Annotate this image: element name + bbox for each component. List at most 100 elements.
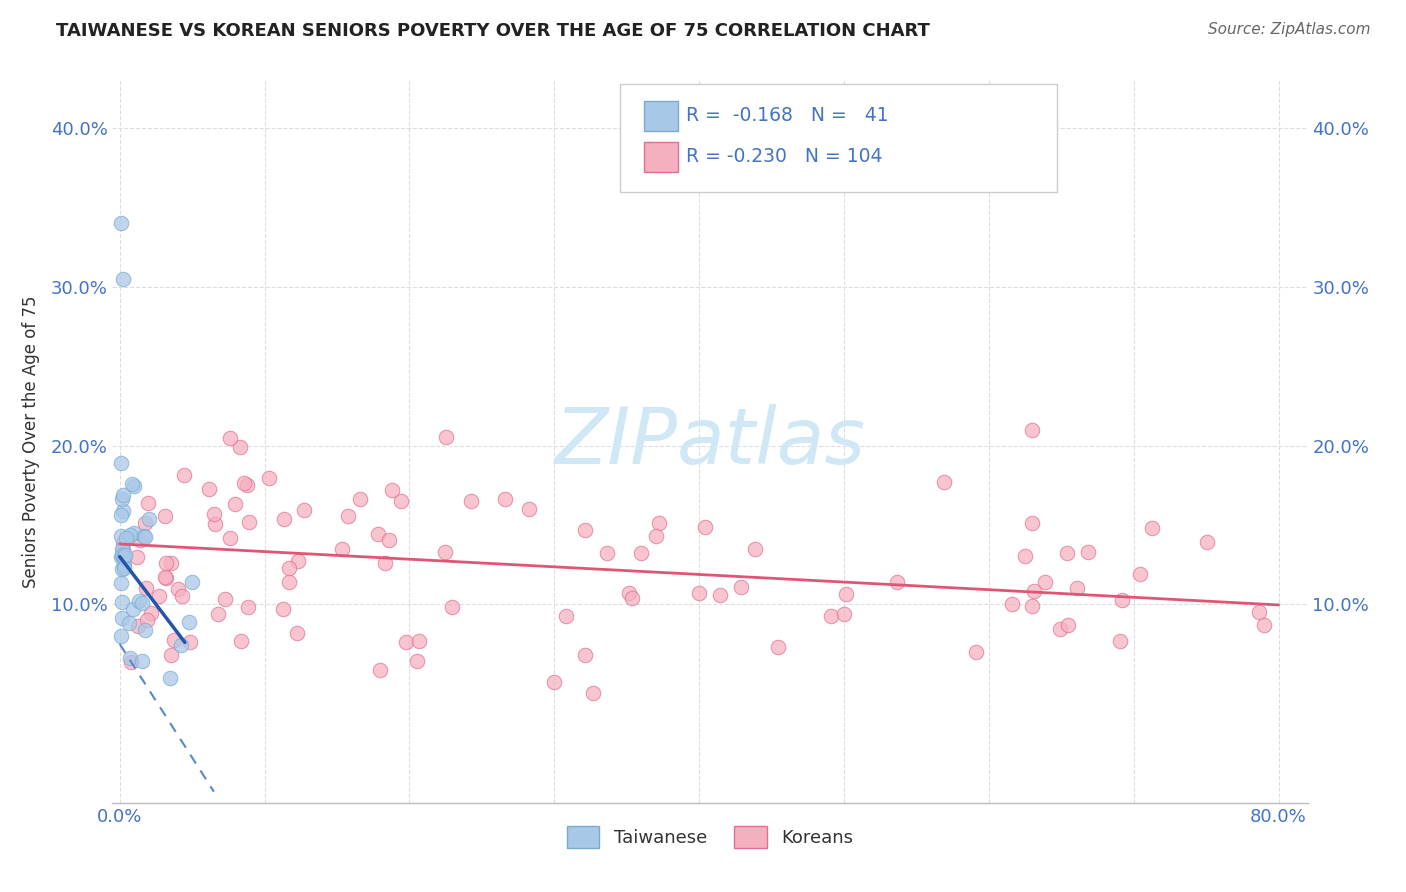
Point <box>153 570 176 584</box>
Point <box>695 520 717 534</box>
Point <box>155 571 177 585</box>
Point <box>408 633 430 648</box>
Point <box>1021 423 1043 437</box>
Legend: Taiwanese, Koreans: Taiwanese, Koreans <box>560 819 860 855</box>
Point <box>204 517 226 532</box>
Point <box>229 440 252 454</box>
Point <box>197 483 219 497</box>
Point <box>620 591 643 605</box>
Point <box>112 504 135 518</box>
Point <box>128 594 150 608</box>
Point <box>160 556 183 570</box>
Point <box>112 536 135 550</box>
Point <box>134 623 156 637</box>
Point <box>835 587 858 601</box>
Point <box>163 632 186 647</box>
Point <box>886 575 908 590</box>
Point <box>218 430 240 444</box>
Point <box>138 511 160 525</box>
Point <box>1253 618 1275 632</box>
Point <box>238 515 260 529</box>
Point <box>214 591 236 606</box>
Point <box>131 596 153 610</box>
Text: TAIWANESE VS KOREAN SENIORS POVERTY OVER THE AGE OF 75 CORRELATION CHART: TAIWANESE VS KOREAN SENIORS POVERTY OVER… <box>56 22 931 40</box>
Point <box>1049 622 1071 636</box>
Point <box>434 545 457 559</box>
Point <box>112 558 135 573</box>
Point <box>381 483 404 497</box>
Point <box>179 615 201 630</box>
Point <box>820 609 842 624</box>
Point <box>135 582 157 596</box>
Point <box>115 531 138 545</box>
Point <box>121 477 143 491</box>
Point <box>1249 605 1271 619</box>
Point <box>110 629 132 643</box>
Point <box>367 527 389 541</box>
Point <box>110 456 132 470</box>
Point <box>574 523 596 537</box>
Point <box>1066 582 1088 596</box>
Point <box>377 533 399 547</box>
Point <box>1111 592 1133 607</box>
Point <box>278 561 301 575</box>
Point <box>159 671 181 685</box>
Point <box>1197 535 1219 549</box>
Point <box>219 531 242 545</box>
Point <box>111 562 134 576</box>
Point <box>136 614 159 628</box>
Point <box>494 491 516 506</box>
Point <box>110 529 132 543</box>
Point <box>278 574 301 589</box>
Point <box>1021 516 1043 530</box>
Text: Source: ZipAtlas.com: Source: ZipAtlas.com <box>1208 22 1371 37</box>
Point <box>112 549 135 564</box>
Point <box>110 508 132 523</box>
Point <box>122 602 145 616</box>
Point <box>155 557 177 571</box>
FancyBboxPatch shape <box>620 84 1057 193</box>
Point <box>395 634 418 648</box>
Point <box>554 609 576 624</box>
Point <box>110 576 132 591</box>
Point <box>128 533 150 547</box>
Point <box>368 663 391 677</box>
Point <box>120 656 142 670</box>
Point <box>330 541 353 556</box>
Point <box>543 675 565 690</box>
Point <box>111 595 134 609</box>
Point <box>273 512 295 526</box>
Point <box>688 585 710 599</box>
Point <box>406 654 429 668</box>
Point <box>460 494 482 508</box>
Point <box>181 574 204 589</box>
Point <box>153 509 176 524</box>
Point <box>630 546 652 560</box>
Point <box>1035 574 1057 589</box>
Point <box>127 618 149 632</box>
Point <box>832 607 855 621</box>
Point <box>131 654 153 668</box>
Point <box>118 650 141 665</box>
Point <box>114 548 136 562</box>
Point <box>167 582 190 596</box>
Point <box>111 491 134 506</box>
Point <box>120 528 142 542</box>
Point <box>389 494 412 508</box>
Point <box>111 488 134 502</box>
FancyBboxPatch shape <box>644 101 678 131</box>
Point <box>134 530 156 544</box>
Point <box>139 607 162 621</box>
Point <box>236 477 259 491</box>
Point <box>517 501 540 516</box>
Point <box>932 475 955 490</box>
Point <box>709 588 731 602</box>
Point <box>111 548 134 562</box>
Point <box>645 529 668 543</box>
Point <box>125 549 148 564</box>
Point <box>966 645 988 659</box>
Point <box>1129 566 1152 581</box>
Point <box>172 589 194 603</box>
Point <box>292 502 315 516</box>
Point <box>118 615 141 630</box>
